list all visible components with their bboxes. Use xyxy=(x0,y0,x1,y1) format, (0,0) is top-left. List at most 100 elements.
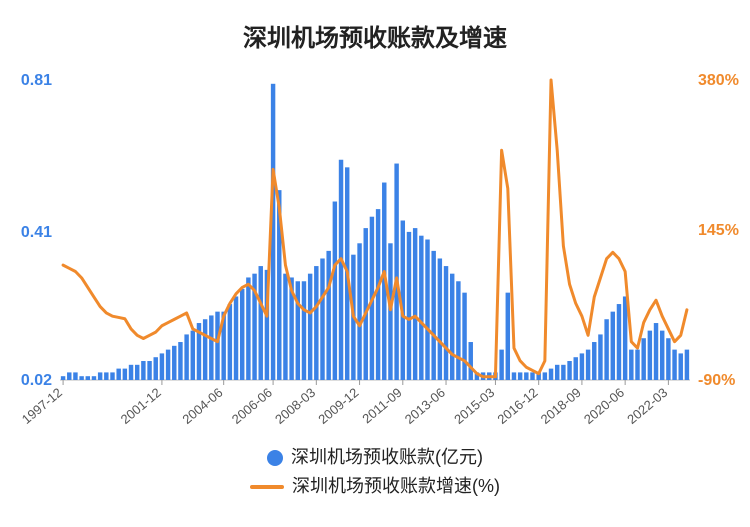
svg-text:2016-12: 2016-12 xyxy=(494,385,540,427)
bar xyxy=(450,274,454,380)
bar xyxy=(67,372,71,380)
legend-label: 深圳机场预收账款增速(%) xyxy=(292,472,500,501)
bar xyxy=(586,350,590,380)
bar xyxy=(339,160,343,380)
bar xyxy=(431,251,435,380)
bar xyxy=(611,312,615,380)
bar xyxy=(203,319,207,380)
bar xyxy=(394,164,398,380)
svg-text:1997-12: 1997-12 xyxy=(19,385,65,427)
bar xyxy=(240,289,244,380)
bar xyxy=(215,312,219,380)
bar xyxy=(320,258,324,380)
bar xyxy=(98,372,102,380)
bar xyxy=(172,346,176,380)
bar xyxy=(388,243,392,380)
bar xyxy=(666,338,670,380)
svg-text:380%: 380% xyxy=(698,72,739,89)
bar xyxy=(469,342,473,380)
bar xyxy=(648,331,652,380)
bar xyxy=(530,372,534,380)
bar xyxy=(567,361,571,380)
bar xyxy=(654,323,658,380)
legend-line-icon xyxy=(250,485,284,489)
bar xyxy=(574,357,578,380)
bar xyxy=(184,334,188,380)
bar xyxy=(549,369,553,380)
bar xyxy=(246,277,250,380)
legend-item: 深圳机场预收账款(亿元) xyxy=(0,443,750,472)
legend-label: 深圳机场预收账款(亿元) xyxy=(291,443,483,472)
bar xyxy=(604,319,608,380)
bar xyxy=(61,376,65,380)
svg-text:2008-03: 2008-03 xyxy=(272,385,318,427)
bar xyxy=(512,372,516,380)
bar xyxy=(635,350,639,380)
bar xyxy=(555,365,559,380)
bar xyxy=(92,376,96,380)
bar xyxy=(178,342,182,380)
bar xyxy=(357,243,361,380)
bar xyxy=(283,274,287,380)
bar xyxy=(376,209,380,380)
svg-text:2004-06: 2004-06 xyxy=(179,385,225,427)
bar xyxy=(209,315,213,380)
bar xyxy=(314,266,318,380)
svg-text:2013-06: 2013-06 xyxy=(402,385,448,427)
chart-container: 深圳机场预收账款及增速 0.020.410.81-90%145%380%1997… xyxy=(0,0,750,527)
bar xyxy=(580,353,584,380)
bar xyxy=(116,369,120,380)
bar xyxy=(407,232,411,380)
svg-text:145%: 145% xyxy=(698,222,739,239)
bar xyxy=(104,372,108,380)
svg-text:0.41: 0.41 xyxy=(21,224,52,241)
y-axis-left: 0.02 0.41 0.81 xyxy=(21,72,52,389)
bar xyxy=(506,293,510,380)
bar xyxy=(326,251,330,380)
legend-item: 深圳机场预收账款增速(%) xyxy=(0,472,750,501)
bar xyxy=(160,353,164,380)
chart-legend: 深圳机场预收账款(亿元)深圳机场预收账款增速(%) xyxy=(0,443,750,501)
bar xyxy=(444,266,448,380)
svg-text:2020-06: 2020-06 xyxy=(581,385,627,427)
bar xyxy=(333,202,337,380)
bar xyxy=(147,361,151,380)
bar xyxy=(228,304,232,380)
bar xyxy=(623,296,627,380)
svg-text:2022-03: 2022-03 xyxy=(624,385,670,427)
bar xyxy=(123,369,127,380)
bar xyxy=(462,293,466,380)
bar xyxy=(154,357,158,380)
bar xyxy=(425,239,429,380)
bar xyxy=(73,372,77,380)
x-axis: 1997-122001-122004-062006-062008-032009-… xyxy=(19,380,670,427)
bar-series xyxy=(61,84,689,380)
svg-text:0.02: 0.02 xyxy=(21,372,52,389)
chart-title: 深圳机场预收账款及增速 xyxy=(0,0,750,53)
svg-text:2006-06: 2006-06 xyxy=(229,385,275,427)
svg-text:2001-12: 2001-12 xyxy=(118,385,164,427)
bar xyxy=(456,281,460,380)
svg-text:2011-09: 2011-09 xyxy=(359,385,404,427)
svg-text:2018-09: 2018-09 xyxy=(538,385,584,427)
bar xyxy=(660,331,664,380)
bar xyxy=(679,353,683,380)
bar xyxy=(518,372,522,380)
bar xyxy=(524,372,528,380)
y-axis-right: -90%145%380% xyxy=(698,72,739,389)
svg-text:0.81: 0.81 xyxy=(21,72,52,89)
bar xyxy=(135,365,139,380)
bar xyxy=(129,365,133,380)
bar xyxy=(419,236,423,380)
bar xyxy=(296,281,300,380)
bar xyxy=(166,350,170,380)
bar xyxy=(191,331,195,380)
bar xyxy=(259,266,263,380)
bar xyxy=(598,334,602,380)
bar xyxy=(86,376,90,380)
bar xyxy=(561,365,565,380)
bar xyxy=(629,350,633,380)
bar xyxy=(79,376,83,380)
bar xyxy=(308,274,312,380)
bar xyxy=(141,361,145,380)
